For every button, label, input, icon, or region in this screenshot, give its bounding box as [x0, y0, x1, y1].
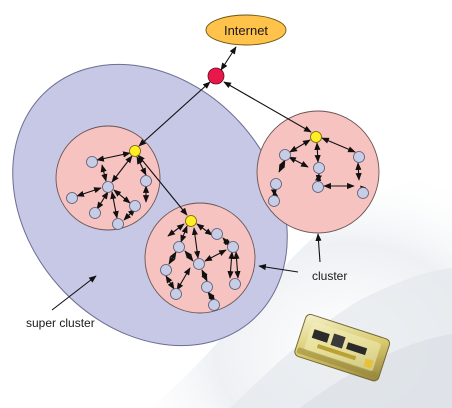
sensor-node — [227, 241, 239, 253]
cluster-middle-nodes — [160, 215, 241, 311]
gateway-node — [129, 145, 141, 157]
internet-node: Internet — [205, 14, 287, 46]
gateway-node — [310, 131, 322, 143]
cluster-middle — [144, 202, 256, 314]
sensor-device-photo — [294, 313, 391, 382]
sensor-node — [211, 228, 223, 240]
sensor-node — [160, 264, 172, 276]
cluster-right-nodes — [268, 131, 369, 207]
sensor-node — [193, 258, 205, 270]
cluster-left-nodes — [66, 145, 152, 230]
backbone-edges — [137, 46, 312, 216]
sensor-node — [86, 156, 98, 168]
router-node — [207, 67, 225, 85]
sensor-node — [112, 218, 124, 230]
sensor-node — [268, 195, 280, 207]
sensor-node — [312, 181, 324, 193]
cluster-left-edges — [76, 151, 150, 221]
sensor-node — [173, 241, 185, 253]
sensor-node — [208, 299, 220, 311]
gateway-node — [185, 215, 197, 227]
sensor-node — [129, 200, 141, 212]
sensor-node — [357, 187, 369, 199]
sensor-node — [140, 175, 152, 187]
sensor-node — [313, 162, 325, 174]
sensor-node — [201, 281, 213, 293]
sensor-node — [270, 178, 282, 190]
sensor-node — [170, 288, 182, 300]
super-cluster-label: super cluster — [26, 316, 95, 330]
cluster-right-edges — [270, 137, 367, 198]
internet-label: Internet — [224, 23, 268, 38]
sensor-node — [353, 151, 365, 163]
cluster-label: cluster — [312, 269, 347, 283]
callout-pointers — [51, 233, 322, 311]
sensor-node — [66, 192, 78, 204]
sensor-node — [229, 278, 241, 290]
sensor-node — [102, 181, 114, 193]
sensor-node — [89, 207, 101, 219]
sensor-node — [279, 149, 291, 161]
